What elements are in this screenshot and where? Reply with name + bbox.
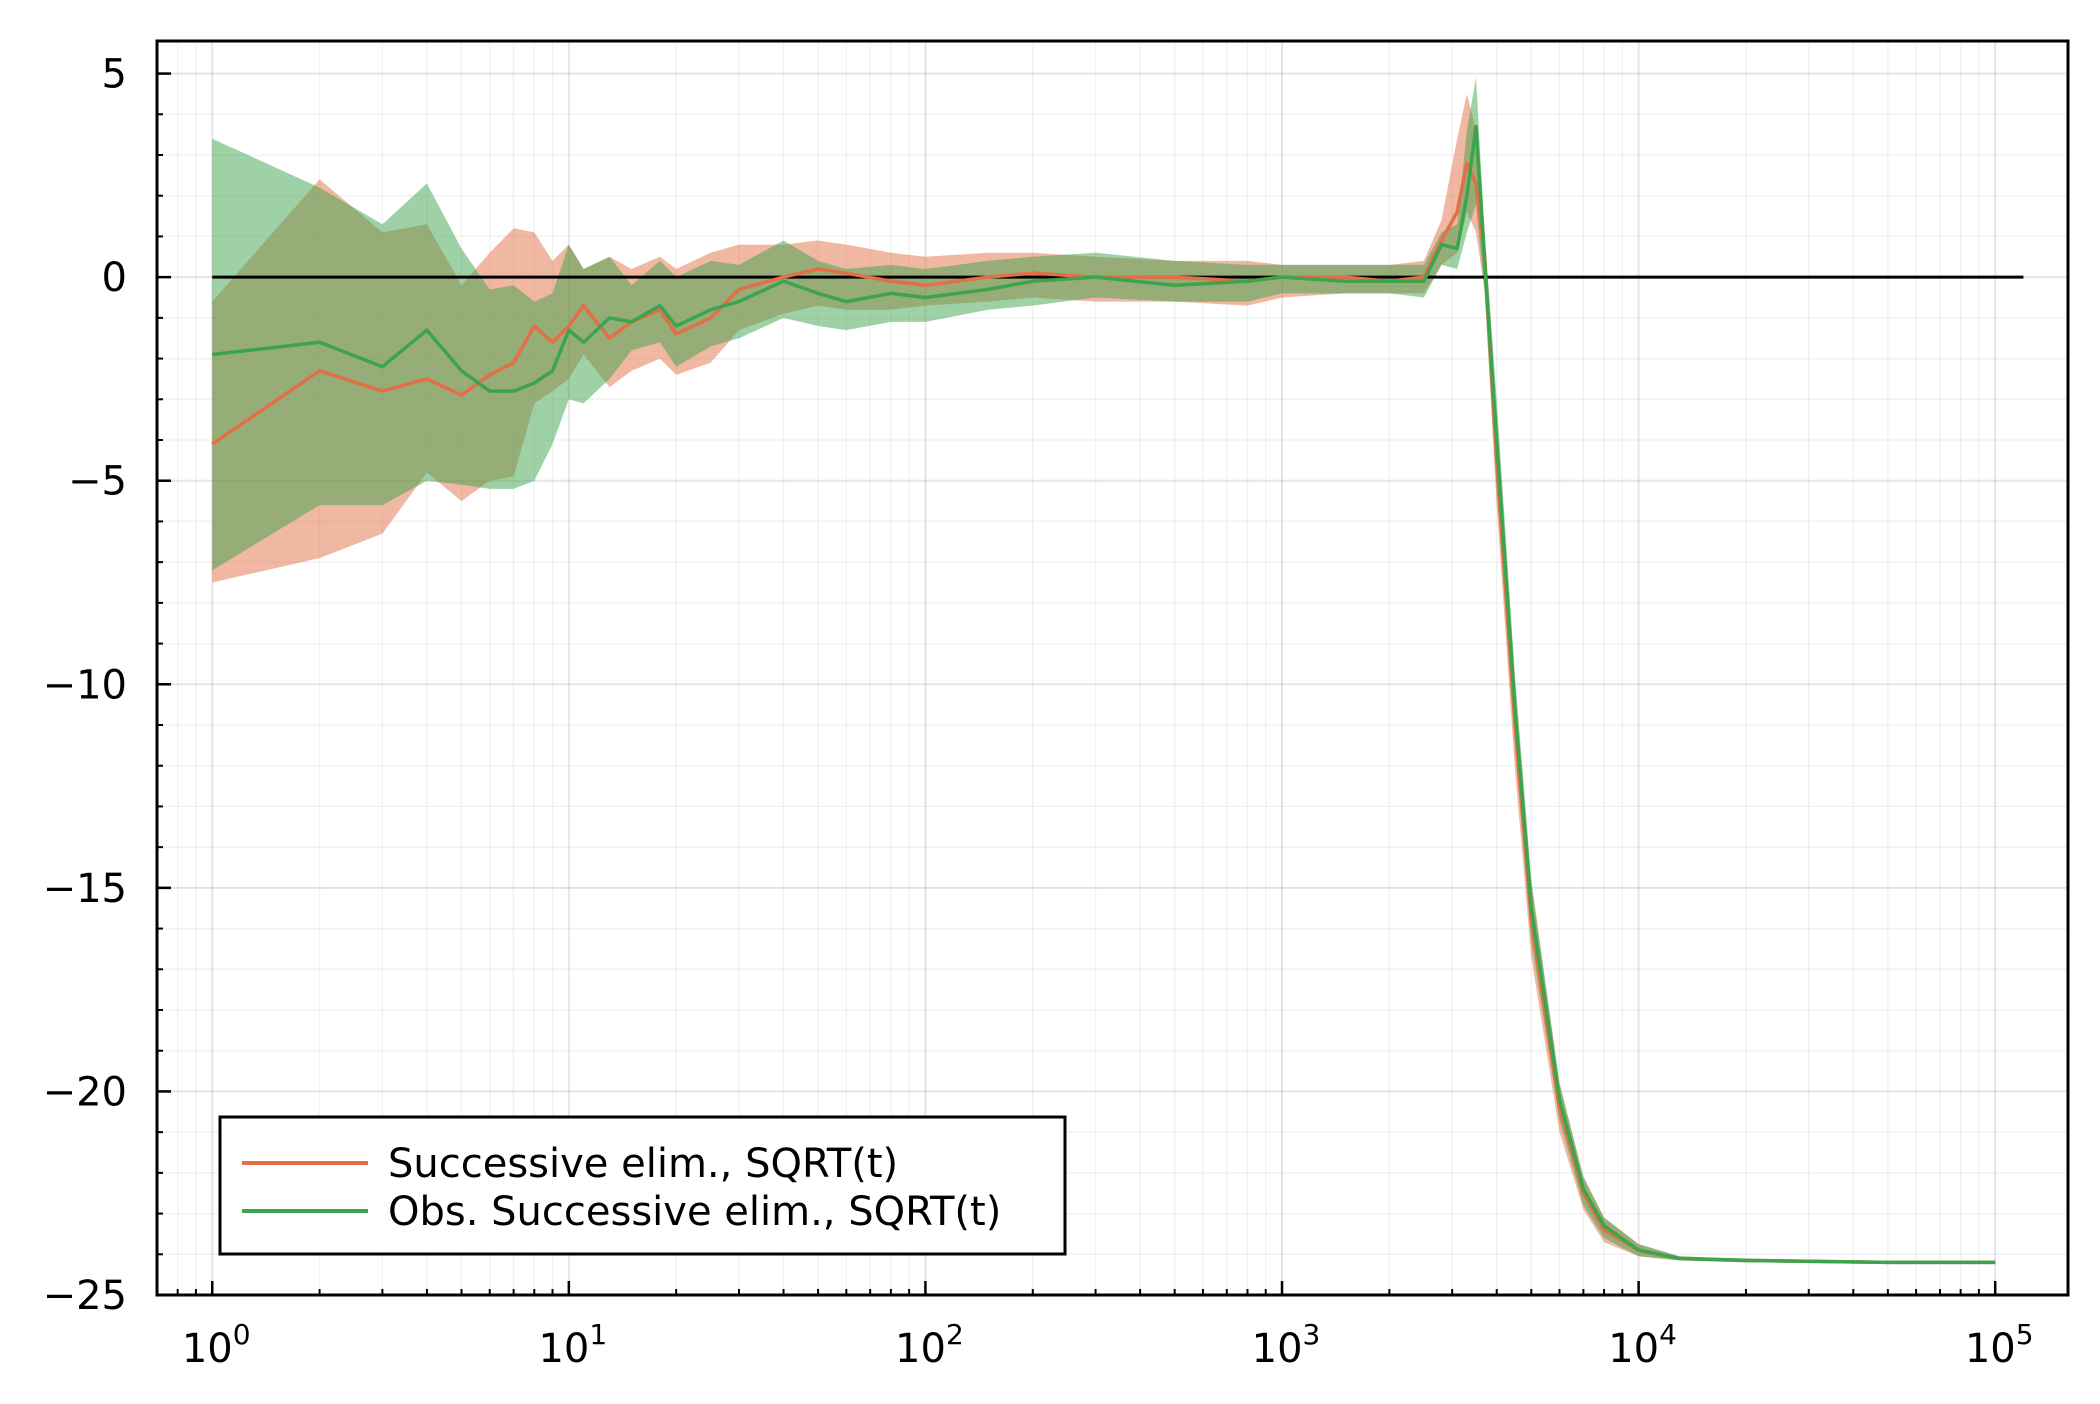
legend-label-obs-successive-elim: Obs. Successive elim., SQRT(t): [388, 1189, 1001, 1235]
x-tick-label-exponent: 5: [2016, 1318, 2034, 1351]
y-tick-label: −20: [43, 1069, 127, 1115]
x-tick-label: 102: [895, 1318, 964, 1372]
y-tick-label: 5: [102, 52, 127, 98]
x-tick-label-base: 10: [538, 1326, 589, 1372]
x-tick-label-base: 10: [1965, 1326, 2016, 1372]
plot-border: [155, 39, 2070, 1297]
x-tick-label: 100: [182, 1318, 251, 1372]
x-tick-label-base: 10: [1252, 1326, 1303, 1372]
legend-box: [218, 1115, 1067, 1256]
x-tick-label-exponent: 0: [233, 1318, 251, 1351]
x-tick-label-base: 10: [1608, 1326, 1659, 1372]
y-tick-label: −25: [43, 1273, 127, 1319]
x-tick-label-base: 10: [182, 1326, 233, 1372]
y-tick-label: −5: [68, 459, 127, 505]
x-tick-label: 101: [538, 1318, 607, 1372]
y-tick-label: −15: [43, 866, 127, 912]
x-tick-label: 103: [1252, 1318, 1321, 1372]
x-tick-label-exponent: 3: [1303, 1318, 1321, 1351]
x-axis: 100 101 102 103 104 105: [156, 1281, 2034, 1372]
x-tick-label-exponent: 4: [1659, 1318, 1677, 1351]
x-tick-label-exponent: 2: [946, 1318, 964, 1351]
plot-frame: [155, 39, 2070, 1297]
series-line-1: [212, 124, 1996, 1265]
y-tick-label: −10: [43, 662, 127, 708]
legend-label-successive-elim: Successive elim., SQRT(t): [388, 1141, 898, 1187]
x-tick-label: 105: [1965, 1318, 2034, 1372]
x-tick-label-exponent: 1: [589, 1318, 607, 1351]
legend: Successive elim., SQRT(t) Obs. Successiv…: [218, 1115, 1067, 1256]
x-tick-label: 104: [1608, 1318, 1677, 1372]
y-tick-label: 0: [102, 255, 127, 301]
series-lines: [211, 124, 1996, 1265]
x-tick-label-base: 10: [895, 1326, 946, 1372]
y-axis: 5 0 −5 −10 −15 −20 −25: [43, 52, 171, 1319]
